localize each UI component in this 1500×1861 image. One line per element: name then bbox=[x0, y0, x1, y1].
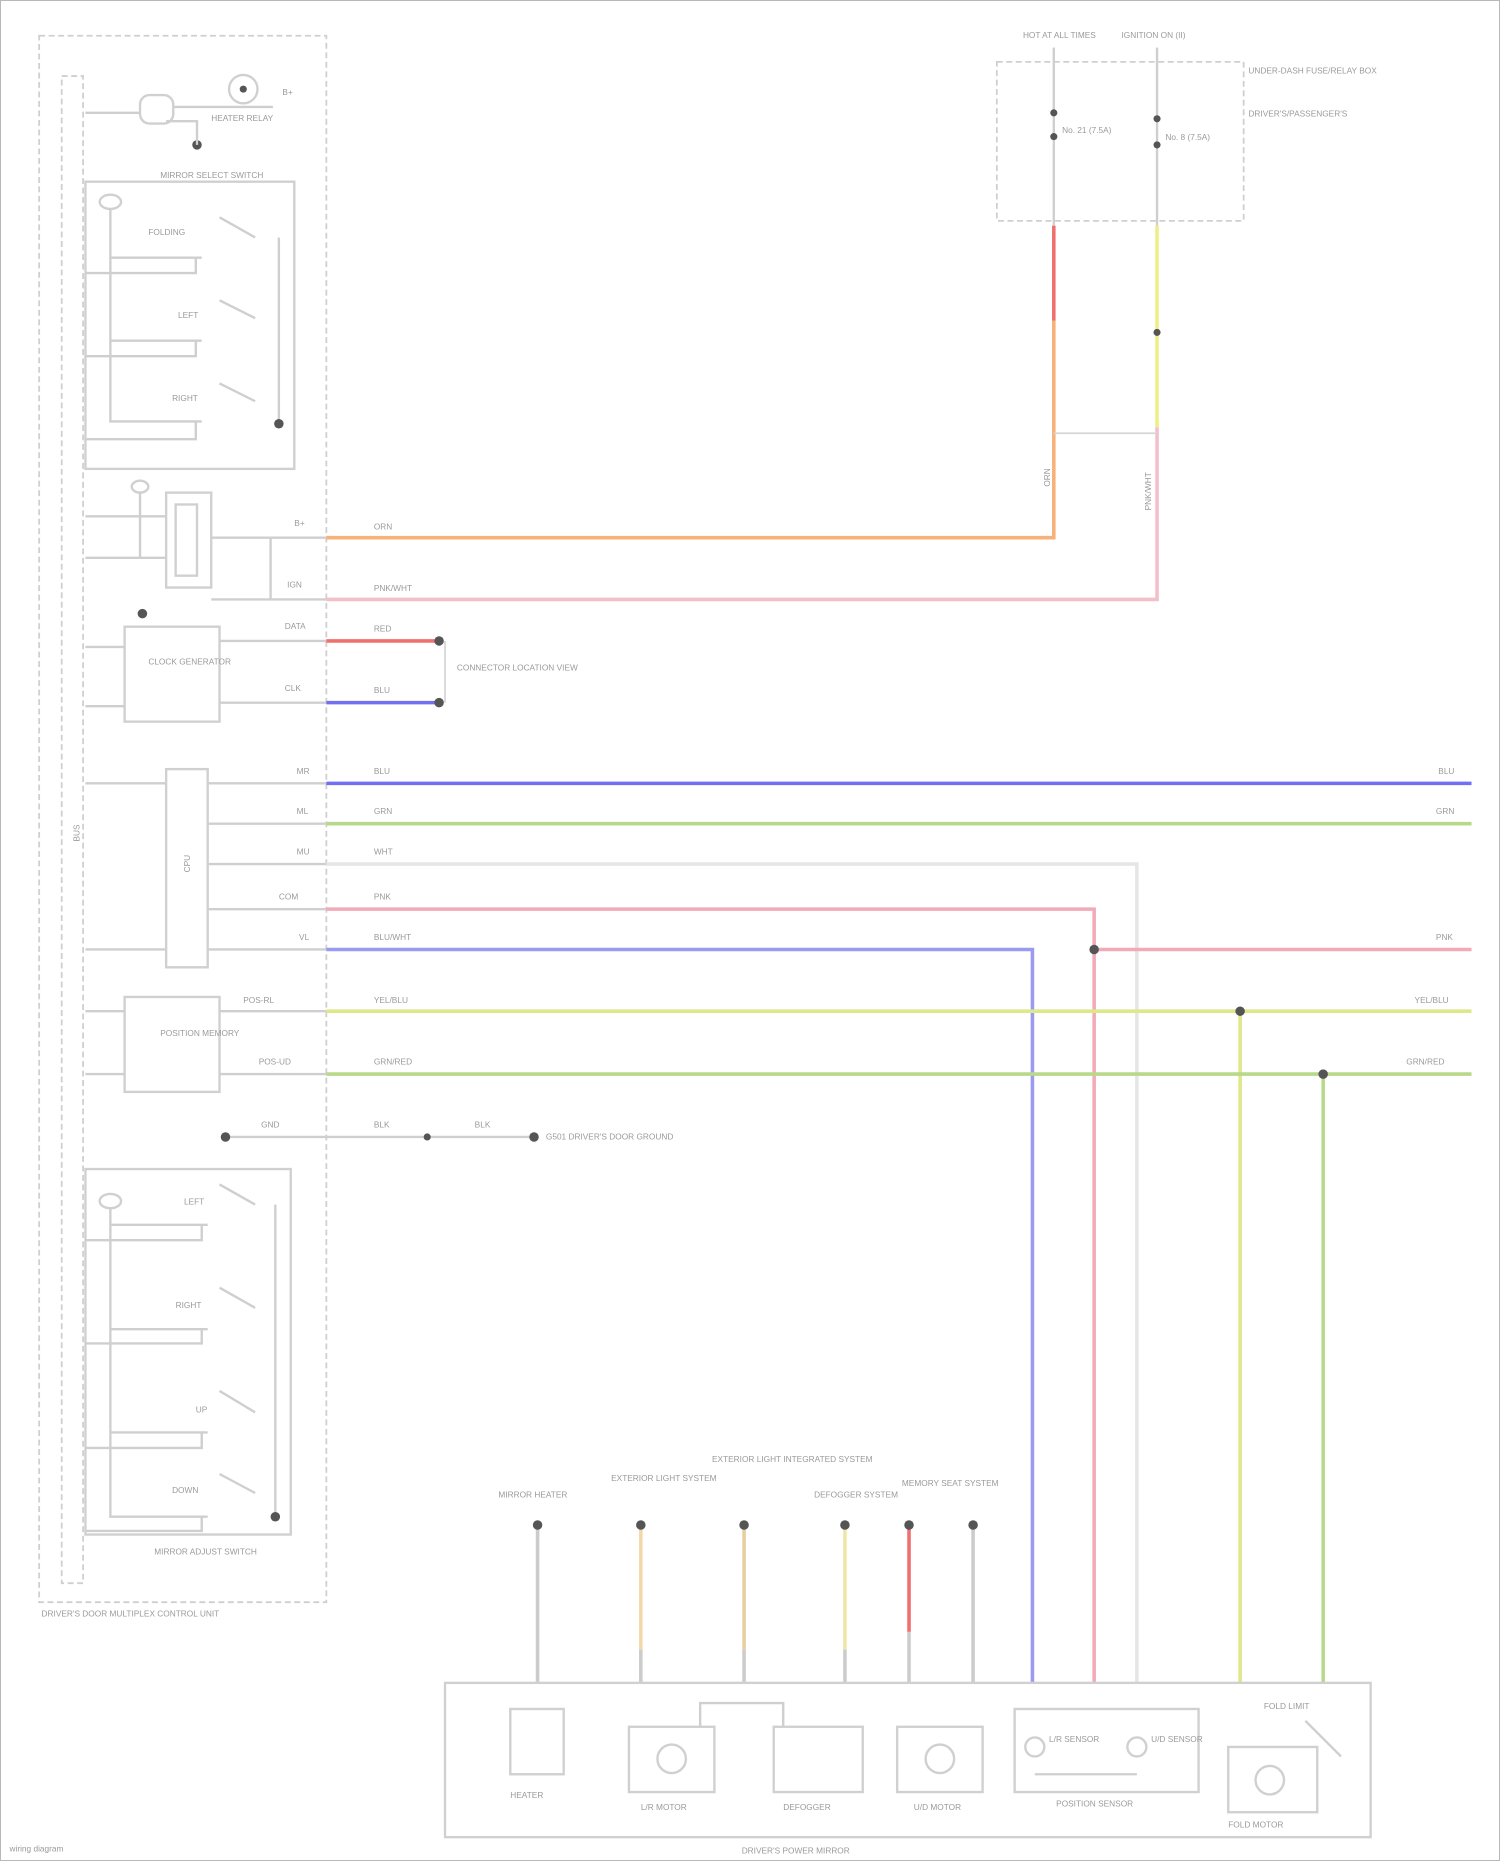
footer-label: wiring diagram bbox=[8, 1843, 63, 1853]
svg-text:B+: B+ bbox=[294, 518, 305, 528]
bus-label: BUS bbox=[72, 824, 82, 842]
wire-pink bbox=[326, 907, 1096, 1686]
svg-text:BLU/WHT: BLU/WHT bbox=[374, 932, 411, 942]
svg-text:DATA: DATA bbox=[285, 621, 306, 631]
svg-text:IGN: IGN bbox=[287, 580, 302, 590]
svg-text:POSITION SENSOR: POSITION SENSOR bbox=[1056, 1798, 1133, 1808]
svg-text:UP: UP bbox=[196, 1404, 208, 1414]
svg-text:MU: MU bbox=[297, 847, 310, 857]
power-input-circuit: B+ IGN bbox=[85, 479, 327, 619]
external-feeds: MIRROR HEATER EXTERIOR LIGHT SYSTEM EXTE… bbox=[498, 1454, 999, 1704]
svg-text:EXTERIOR LIGHT INTEGRATED SYST: EXTERIOR LIGHT INTEGRATED SYSTEM bbox=[712, 1454, 873, 1464]
svg-text:L/R SENSOR: L/R SENSOR bbox=[1049, 1734, 1099, 1744]
svg-text:MIRROR SELECT SWITCH: MIRROR SELECT SWITCH bbox=[160, 170, 263, 180]
svg-text:BLK: BLK bbox=[374, 1119, 390, 1129]
svg-text:CPU: CPU bbox=[182, 855, 192, 873]
svg-text:GRN/RED: GRN/RED bbox=[374, 1057, 412, 1067]
heater-relay: HEATER RELAY B+ bbox=[85, 73, 293, 150]
svg-text:YEL/BLU: YEL/BLU bbox=[1415, 995, 1449, 1005]
wire-label-vert-orn: ORN bbox=[1042, 468, 1052, 486]
svg-text:EXTERIOR LIGHT SYSTEM: EXTERIOR LIGHT SYSTEM bbox=[611, 1473, 717, 1483]
svg-text:GND: GND bbox=[261, 1119, 279, 1129]
svg-text:POS-UD: POS-UD bbox=[259, 1057, 291, 1067]
wire-label-pnk-wht: PNK/WHT bbox=[374, 583, 412, 593]
wire-pink-white bbox=[326, 427, 1159, 602]
svg-text:CLOCK GENERATOR: CLOCK GENERATOR bbox=[148, 657, 231, 667]
power-mirror: HEATER L/R MOTOR DEFOGGER U/D MOTOR L/R … bbox=[443, 1681, 1372, 1856]
svg-text:DRIVER'S/PASSENGER'S: DRIVER'S/PASSENGER'S bbox=[1248, 108, 1347, 118]
svg-text:DEFOGGER: DEFOGGER bbox=[783, 1802, 830, 1812]
svg-text:LEFT: LEFT bbox=[178, 310, 198, 320]
splice bbox=[1153, 328, 1161, 336]
svg-text:MEMORY SEAT SYSTEM: MEMORY SEAT SYSTEM bbox=[902, 1478, 999, 1488]
svg-text:FOLD LIMIT: FOLD LIMIT bbox=[1264, 1701, 1310, 1711]
bus-line bbox=[60, 75, 84, 1585]
mirror-adjust-switch: LEFT RIGHT UP DOWN MIRROR ADJUST SWITCH bbox=[84, 1167, 292, 1557]
svg-text:U/D SENSOR: U/D SENSOR bbox=[1151, 1734, 1203, 1744]
svg-text:BLU: BLU bbox=[1438, 766, 1454, 776]
wire-white bbox=[326, 862, 1139, 1686]
clock-generator: CLOCK GENERATOR DATA CLK bbox=[85, 621, 327, 723]
svg-text:No. 21 (7.5A): No. 21 (7.5A) bbox=[1062, 125, 1112, 135]
svg-text:HEATER RELAY: HEATER RELAY bbox=[211, 113, 273, 123]
svg-text:BLK: BLK bbox=[475, 1119, 491, 1129]
svg-text:RIGHT: RIGHT bbox=[172, 393, 198, 403]
svg-text:B+: B+ bbox=[282, 87, 293, 97]
fuse-relay-box: HOT AT ALL TIMES IGNITION ON (II) No. 21… bbox=[995, 30, 1377, 226]
wire-label-orn: ORN bbox=[374, 521, 392, 531]
svg-text:GRN/RED: GRN/RED bbox=[1406, 1057, 1444, 1067]
svg-text:No. 8 (7.5A): No. 8 (7.5A) bbox=[1165, 132, 1210, 142]
wire-label-blu: BLU bbox=[374, 685, 390, 695]
wire-blue-white bbox=[326, 947, 1035, 1686]
mirror-select-switch: MIRROR SELECT SWITCH FOLDING LEFT RIGHT bbox=[84, 170, 296, 471]
svg-text:PNK: PNK bbox=[374, 892, 392, 902]
svg-text:WHT: WHT bbox=[374, 847, 393, 857]
svg-text:HEATER: HEATER bbox=[510, 1790, 543, 1800]
svg-text:DRIVER'S POWER MIRROR: DRIVER'S POWER MIRROR bbox=[742, 1846, 850, 1856]
cpu-block: CPU MR ML MU COM VL bbox=[85, 766, 327, 969]
svg-text:L/R MOTOR: L/R MOTOR bbox=[641, 1802, 687, 1812]
ground-circuit: GND BLK BLK G501 DRIVER'S DOOR GROUND bbox=[220, 1119, 673, 1142]
svg-text:IGNITION ON (II): IGNITION ON (II) bbox=[1121, 30, 1185, 40]
svg-text:UNDER-DASH FUSE/RELAY BOX: UNDER-DASH FUSE/RELAY BOX bbox=[1248, 66, 1377, 76]
svg-text:MR: MR bbox=[297, 766, 310, 776]
wire-label-red: RED bbox=[374, 623, 392, 633]
wire-label-vert-pnk: PNK/WHT bbox=[1143, 472, 1153, 510]
svg-text:BLU: BLU bbox=[374, 766, 390, 776]
svg-text:ML: ML bbox=[297, 806, 309, 816]
control-unit-label: DRIVER'S DOOR MULTIPLEX CONTROL UNIT bbox=[42, 1608, 220, 1618]
svg-text:POSITION MEMORY: POSITION MEMORY bbox=[160, 1028, 240, 1038]
svg-text:POS-RL: POS-RL bbox=[243, 995, 274, 1005]
svg-text:RIGHT: RIGHT bbox=[176, 1300, 202, 1310]
svg-text:GRN: GRN bbox=[1436, 806, 1454, 816]
svg-text:DOWN: DOWN bbox=[172, 1485, 198, 1495]
svg-text:FOLDING: FOLDING bbox=[148, 227, 185, 237]
svg-text:MIRROR HEATER: MIRROR HEATER bbox=[498, 1490, 567, 1500]
svg-text:FOLD MOTOR: FOLD MOTOR bbox=[1228, 1820, 1283, 1830]
svg-text:LEFT: LEFT bbox=[184, 1197, 204, 1207]
position-memory: POSITION MEMORY POS-RL POS-UD bbox=[85, 995, 327, 1094]
svg-text:YEL/BLU: YEL/BLU bbox=[374, 995, 408, 1005]
svg-text:DEFOGGER SYSTEM: DEFOGGER SYSTEM bbox=[814, 1490, 898, 1500]
svg-text:U/D MOTOR: U/D MOTOR bbox=[914, 1802, 961, 1812]
svg-text:MIRROR ADJUST SWITCH: MIRROR ADJUST SWITCH bbox=[154, 1547, 257, 1557]
connector-location-label: CONNECTOR LOCATION VIEW bbox=[457, 663, 578, 673]
svg-text:HOT AT ALL TIMES: HOT AT ALL TIMES bbox=[1023, 30, 1096, 40]
svg-text:G501 DRIVER'S DOOR GROUND: G501 DRIVER'S DOOR GROUND bbox=[546, 1131, 673, 1141]
wire-yellow-blue bbox=[326, 1009, 1472, 1686]
wire-orange bbox=[326, 320, 1056, 540]
svg-text:VL: VL bbox=[299, 932, 310, 942]
svg-text:PNK: PNK bbox=[1436, 932, 1454, 942]
wire-green-red bbox=[326, 1072, 1472, 1686]
svg-text:CLK: CLK bbox=[285, 683, 302, 693]
svg-text:COM: COM bbox=[279, 892, 298, 902]
svg-text:GRN: GRN bbox=[374, 806, 392, 816]
control-unit-boundary bbox=[38, 34, 328, 1604]
